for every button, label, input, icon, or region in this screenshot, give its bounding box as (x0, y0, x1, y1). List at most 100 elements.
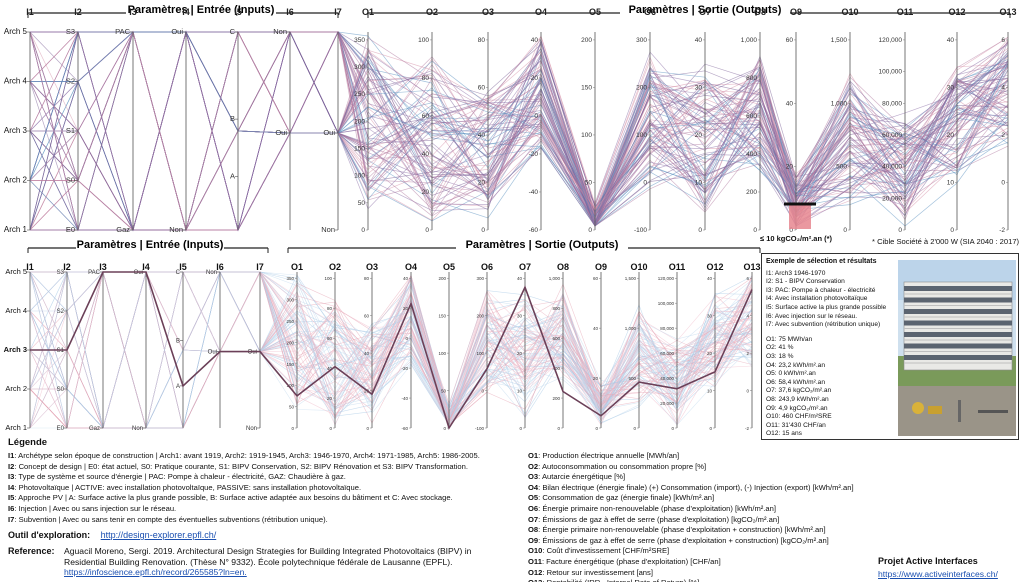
tick-label: 80 (422, 75, 430, 82)
tick-label: 20 (695, 132, 703, 139)
tick-label: 20,000 (660, 401, 674, 406)
example-output-line: O5: 0 kWh/m².an (766, 370, 816, 378)
legend-text: : Retour sur investissement [ans] (542, 567, 653, 577)
tick-label: 250 (354, 91, 365, 98)
axis-label-i2: I2 (74, 7, 82, 17)
tick-label: 60 (327, 336, 333, 341)
target-footnote: * Cible Société à 2'000 W (SIA 2040 : 20… (872, 237, 1020, 246)
legend-output-item: O13: Rentabilité (IRR - Internal Rate of… (528, 578, 873, 582)
tick-label: 1,000 (741, 37, 758, 44)
axis-label-o7: O7 (699, 7, 711, 17)
tick-label: A (230, 172, 235, 181)
axis-label-o5: O5 (589, 7, 601, 17)
tick-label: Non (169, 225, 183, 234)
legend-key: O12 (528, 567, 543, 577)
tick-label: Oui (134, 270, 143, 276)
tick-label: Arch 3 (4, 345, 27, 354)
tick-label: 100 (636, 132, 647, 139)
tick-label: -100 (475, 426, 485, 431)
legend-output-item: O2: Autoconsommation ou consommation pro… (528, 462, 873, 473)
example-input-line: I1: Arch3 1946-1970 (766, 269, 826, 277)
legend-text: : Production électrique annuelle [MWh/an… (538, 451, 680, 460)
tick-label: 1,000 (549, 276, 561, 281)
legend-text: : Type de système et source d'énergie | … (14, 472, 346, 482)
example-input-line: I2: S1 - BIPV Conservation (766, 278, 845, 286)
example-output-line: O10: 460 CHF/m²SRE (766, 413, 832, 421)
legend-key: O9 (528, 535, 539, 545)
tick-label: 0 (746, 389, 749, 394)
tick-label: Arch 3 (4, 126, 28, 135)
legend-key: I6 (8, 503, 15, 513)
tick-label: Oui (208, 350, 217, 356)
tick-label: 0 (481, 389, 484, 394)
axis-label-i4: I4 (182, 7, 190, 17)
example-input-line: I4: Avec installation photovoltaïque (766, 295, 868, 303)
example-input-line: I5: Surface active la plus grande possib… (766, 303, 887, 311)
tick-label: 80,000 (660, 326, 674, 331)
axis-label-o6: O6 (644, 7, 656, 17)
legend-text: : Consommation de gaz (énergie finale) [… (538, 493, 715, 503)
tick-label: 60 (422, 113, 430, 120)
tick-label: S0 (57, 387, 65, 393)
tick-label: 40 (786, 100, 794, 107)
tick-label: Gaz (116, 225, 130, 234)
tick-label: 350 (286, 276, 294, 281)
tick-label: 30 (695, 84, 703, 91)
project-link[interactable]: https://www.activeinterfaces.ch/ (878, 569, 998, 579)
tick-label: 40 (327, 366, 333, 371)
data-polyline (29, 31, 1009, 227)
axis-label-i2: I2 (63, 262, 71, 272)
tick-label: E0 (57, 426, 65, 432)
legend-key: O5 (528, 493, 539, 503)
legend-key: O1 (528, 451, 539, 460)
tick-label: 40 (593, 326, 599, 331)
tick-label: 0 (709, 426, 712, 431)
bottom-inputs-title: Paramètres | Entrée (Inputs) (77, 239, 224, 251)
data-polyline (29, 271, 752, 429)
reference-link[interactable]: https://infoscience.epfl.ch/record/26558… (64, 567, 247, 578)
legend-output-item: O6: Énergie primaire non-renouvelable (p… (528, 504, 873, 515)
tick-label: 50 (441, 389, 447, 394)
tick-label: Non (273, 27, 287, 36)
axis-label-i5: I5 (234, 7, 242, 17)
axis-label-i6: I6 (216, 262, 224, 272)
example-input-line: I3: PAC: Pompe à chaleur - électricité (766, 286, 876, 294)
data-polyline (29, 271, 753, 429)
tick-label: C (176, 270, 181, 276)
axis-label-i3: I3 (129, 7, 137, 17)
tick-label: 0 (366, 426, 369, 431)
axis-label-o6: O6 (481, 262, 493, 272)
legend-input-item: I4: Photovoltaïque | ACTIVE: avec instal… (8, 483, 516, 494)
project-label: Projet Active Interfaces (878, 556, 978, 566)
example-output-line: O2: 41 % (766, 344, 794, 352)
tick-label: 150 (438, 314, 446, 319)
legend-key: O7 (528, 514, 539, 524)
tick-label: Arch 1 (5, 423, 27, 432)
example-title: Exemple de sélection et résultats (766, 258, 877, 265)
o9-target-box (789, 203, 811, 229)
tick-label: S2 (57, 309, 65, 315)
tick-label: 0 (329, 426, 332, 431)
data-polyline (29, 31, 1009, 231)
tick-label: -60 (401, 426, 408, 431)
tick-label: 40 (707, 276, 713, 281)
tool-link[interactable]: http://design-explorer.epfl.ch/ (100, 530, 217, 540)
reference-label: Reference: (8, 546, 55, 556)
building-photo (898, 260, 1016, 436)
tick-label: C (230, 27, 236, 36)
legend-key: I7 (8, 514, 15, 524)
tick-label: 20 (947, 132, 955, 139)
tick-label: Non (206, 270, 217, 276)
o9-target-label: ≤ 10 kgCO₂/m².an (*) (760, 234, 833, 243)
axis-label-o9: O9 (595, 262, 607, 272)
tick-label: B (230, 114, 235, 123)
axis-label-o2: O2 (426, 7, 438, 17)
axis-label-i1: I1 (26, 7, 34, 17)
window-band (904, 332, 1012, 337)
axis-label-o12: O12 (948, 7, 965, 17)
axis-label-o13: O13 (999, 7, 1016, 17)
tick-label: 80 (327, 306, 333, 311)
selected-series-line (30, 271, 753, 430)
window-band (904, 320, 1012, 326)
tick-label: 40 (947, 37, 955, 44)
